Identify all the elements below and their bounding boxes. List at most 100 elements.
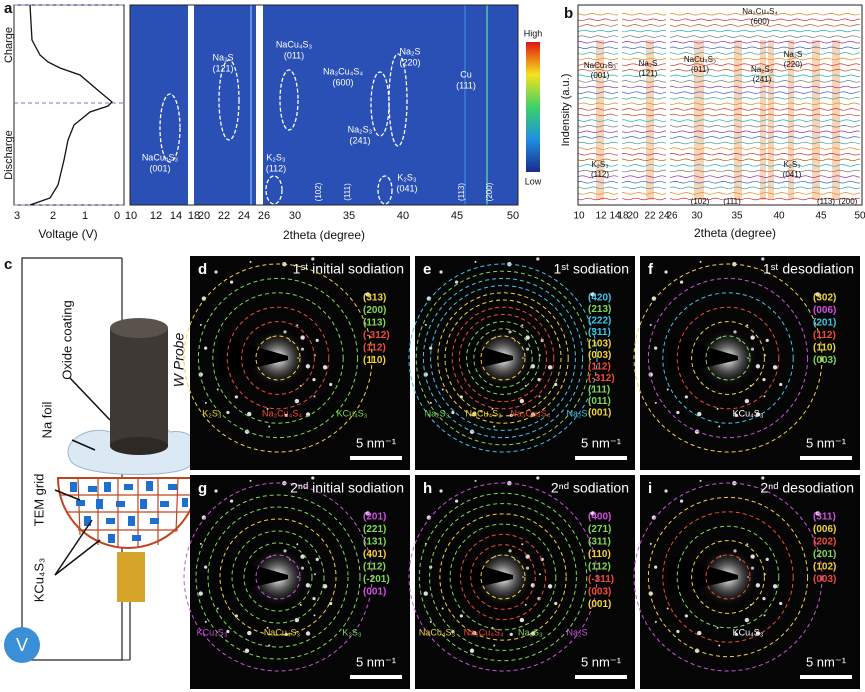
peak-stripe bbox=[486, 5, 488, 205]
diffraction-spot bbox=[322, 584, 328, 589]
colorbar bbox=[526, 42, 540, 172]
hkl-label: (110) bbox=[588, 549, 611, 560]
xrd-trace bbox=[577, 197, 861, 201]
annotation: Na₂S bbox=[784, 50, 803, 59]
hkl-label: (302) bbox=[813, 293, 836, 304]
annotation: Na₂S₃ bbox=[348, 124, 373, 134]
diffraction-ring bbox=[408, 482, 598, 672]
diffraction-spot bbox=[365, 511, 370, 516]
diffraction-spot bbox=[423, 591, 428, 596]
diffraction-spot bbox=[424, 323, 427, 326]
diffraction-spot bbox=[765, 338, 769, 343]
diffraction-spot bbox=[472, 411, 477, 417]
diffraction-spot bbox=[765, 557, 769, 562]
hkl-label: (313) bbox=[363, 293, 386, 304]
diffraction-ring bbox=[705, 335, 751, 381]
diffraction-ring bbox=[183, 482, 373, 672]
diffraction-spot bbox=[772, 584, 778, 589]
region-marker bbox=[377, 175, 393, 205]
annotation: (111) bbox=[456, 80, 476, 90]
beam-stop bbox=[218, 336, 288, 376]
annotation: (112) bbox=[591, 170, 609, 179]
xrd-trace bbox=[577, 91, 861, 94]
hkl-label: (112) bbox=[363, 343, 386, 354]
xrd-trace bbox=[577, 119, 861, 122]
meter-label: V bbox=[16, 635, 28, 655]
diffraction-spot bbox=[313, 614, 316, 617]
xrd-trace bbox=[577, 85, 861, 89]
diffraction-ring bbox=[647, 496, 809, 658]
diffraction-spot bbox=[779, 601, 783, 606]
phase-label: NaCu₄S₃ bbox=[419, 627, 456, 637]
diffraction-spot bbox=[666, 607, 669, 610]
diffraction-spot bbox=[249, 260, 252, 263]
diffraction-ring bbox=[705, 554, 751, 600]
annotation: (200) bbox=[485, 182, 494, 201]
diffraction-ring bbox=[255, 335, 301, 381]
diffraction-spot bbox=[676, 629, 680, 634]
diffraction-spot bbox=[761, 257, 765, 261]
tick-label: 22 bbox=[644, 211, 656, 222]
diffraction-spot bbox=[451, 629, 455, 634]
tick-label: 12 bbox=[595, 211, 607, 222]
annotation: Na₂S bbox=[639, 59, 658, 68]
diffraction-spot bbox=[284, 632, 288, 637]
panel-title: 2ⁿᵈ sodiation bbox=[551, 480, 629, 496]
diffraction-ring bbox=[480, 335, 526, 381]
diffraction-spot bbox=[426, 296, 432, 301]
panel-label: f bbox=[648, 261, 654, 278]
xrd-trace bbox=[577, 164, 861, 167]
diffraction-spot bbox=[441, 607, 444, 610]
hkl-label: (102) bbox=[813, 562, 836, 573]
tick-label: 18 bbox=[188, 210, 200, 222]
diffraction-spot bbox=[763, 395, 766, 398]
region-marker bbox=[159, 93, 181, 163]
peak-band bbox=[788, 40, 794, 200]
region-marker bbox=[265, 175, 283, 205]
tick-label: 35 bbox=[731, 211, 743, 222]
tick-label: 30 bbox=[691, 211, 703, 222]
diffraction-spot bbox=[762, 378, 766, 382]
diffraction-spot bbox=[679, 280, 684, 284]
xrd-trace bbox=[577, 180, 861, 184]
diffraction-spot bbox=[530, 412, 536, 417]
diffraction-ring bbox=[691, 540, 765, 614]
hkl-label: (003) bbox=[588, 350, 611, 361]
tick-label: 24 bbox=[658, 211, 670, 222]
diffraction-spot bbox=[454, 499, 459, 503]
diffraction-spot bbox=[519, 617, 525, 623]
diffraction-spot bbox=[755, 412, 761, 417]
diffraction-spot bbox=[474, 260, 477, 263]
diffraction-spot bbox=[198, 591, 203, 596]
state-label: Charge bbox=[3, 27, 15, 63]
phase-label: Na₃Cu₄S₄ bbox=[464, 627, 504, 637]
tick-label: 50 bbox=[854, 211, 865, 222]
peak-band bbox=[596, 40, 604, 200]
scale-bar bbox=[350, 675, 402, 679]
annotation: Na₂S bbox=[399, 46, 420, 56]
diffraction-ring bbox=[451, 306, 555, 410]
diffraction-spot bbox=[439, 489, 443, 493]
diffraction-spot bbox=[313, 395, 316, 398]
heatmap bbox=[130, 5, 518, 205]
diffraction-spot bbox=[439, 270, 443, 274]
diffraction-ring bbox=[241, 321, 315, 395]
diffraction-spot bbox=[214, 489, 218, 493]
heatmap-gap bbox=[188, 5, 194, 205]
diffraction-spot bbox=[746, 543, 749, 546]
annotation: (001) bbox=[149, 163, 170, 173]
hkl-label: (112) bbox=[813, 330, 836, 341]
hkl-label: (003) bbox=[813, 574, 836, 585]
hkl-label: (420) bbox=[588, 293, 611, 304]
hkl-label: (201) bbox=[363, 512, 386, 523]
xrd-trace bbox=[577, 130, 861, 134]
beam-stop bbox=[218, 555, 288, 595]
hkl-label: (-311) bbox=[588, 574, 614, 585]
annotation: Na₃Cu₄S₄ bbox=[742, 7, 778, 16]
annotation: NaCu₄S₃ bbox=[584, 61, 616, 70]
annotation: NaCu₄S₃ bbox=[684, 55, 716, 64]
tick-label: 14 bbox=[609, 211, 621, 222]
xrd-trace bbox=[577, 40, 861, 44]
hkl-label: (222) bbox=[588, 316, 611, 327]
diffraction-spot bbox=[654, 565, 658, 569]
